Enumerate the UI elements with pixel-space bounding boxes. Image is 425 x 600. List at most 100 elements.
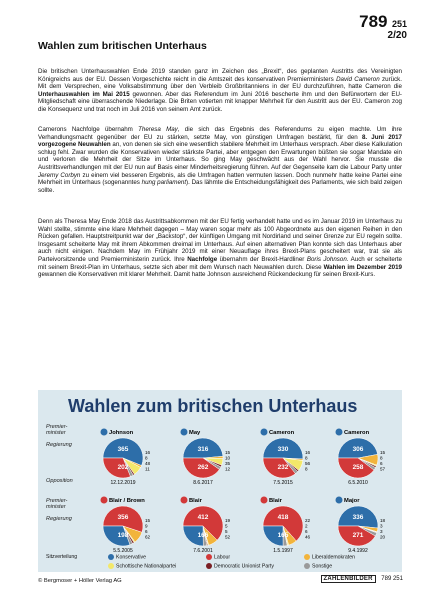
pie-4	[102, 505, 144, 547]
pie-0	[102, 437, 144, 479]
pie-slice	[182, 505, 224, 541]
pie-slice	[262, 505, 304, 542]
pie-slice	[182, 525, 204, 547]
pie-opp-value: 166	[198, 532, 209, 539]
legend-item: Schottische Nationalpartei	[108, 563, 176, 569]
legend-text: Konservative	[116, 554, 146, 561]
pie-small-value: 5	[225, 529, 228, 534]
sheet-number: 789	[359, 12, 388, 31]
brand-logo: ZAHLENBILDER	[320, 575, 376, 583]
pie-slice	[102, 457, 131, 479]
legend-text: Liberaldemokraten	[312, 554, 355, 561]
premier-portrait	[100, 428, 108, 436]
legend-swatch	[304, 554, 310, 560]
label-premier-bottom: Premier- minister	[46, 498, 68, 510]
pie-small-value: 22	[305, 518, 311, 523]
pie-gov-value: 316	[198, 446, 209, 453]
pie-opp-value: 202	[118, 464, 129, 471]
pie-small-value: 16	[305, 450, 311, 455]
pie-small-value: 6	[380, 461, 383, 466]
legend-item: Sonstige	[304, 563, 332, 569]
label-regierung-top: Regierung	[46, 442, 72, 448]
pie-gov-value: 356	[118, 514, 129, 521]
legend-text: Schottische Nationalpartei	[116, 563, 177, 570]
legend-text: Sonstige	[312, 563, 333, 570]
pie-gov-value: 330	[278, 446, 289, 453]
article-title: Wahlen zum britischen Unterhaus	[38, 40, 207, 52]
pie-slice	[262, 457, 296, 479]
pie-slice	[182, 457, 220, 479]
pie-small-value: 15	[380, 450, 386, 455]
page-number: 789 251 2/20	[359, 12, 407, 41]
pie-opp-value: 271	[353, 532, 364, 539]
pie-small-value: 3	[380, 529, 383, 534]
pie-small-value: 6	[305, 529, 308, 534]
pie-7	[337, 505, 379, 547]
legend-text: Democratic Unionist Party	[214, 563, 274, 570]
pie-small-value: 8	[305, 456, 308, 461]
pie-slice	[337, 437, 378, 459]
election-date: 8.6.2017	[193, 480, 213, 486]
legend-swatch	[108, 554, 114, 560]
pie-slice	[337, 505, 379, 529]
pie-small-value: 9	[145, 524, 148, 529]
premier-name: Cameron	[344, 430, 370, 436]
premier-name: Johnson	[109, 430, 134, 436]
pie-small-value: 57	[380, 467, 386, 472]
pie-charts: 365202168481112.12.2019Johnson3162621510…	[100, 428, 386, 554]
premier-name: Cameron	[269, 430, 295, 436]
premier-portrait	[180, 496, 188, 504]
pie-5	[182, 505, 224, 547]
pie-small-value: 15	[225, 450, 231, 455]
pie-small-value: 56	[305, 461, 311, 466]
legend-text: Labour	[214, 554, 231, 561]
election-date: 7.5.2015	[273, 480, 293, 486]
premier-portrait	[260, 428, 268, 436]
label-opposition-top: Opposition	[46, 478, 73, 484]
premier-name: Blair	[189, 498, 203, 504]
election-date: 12.12.2019	[110, 480, 135, 486]
election-infographic: Wahlen zum britischen Unterhaus Premier-…	[38, 390, 402, 572]
election-date: 9.4.1992	[348, 548, 368, 554]
pie-small-value: 6	[145, 529, 148, 534]
pie-small-value: 8	[380, 456, 383, 461]
legend-swatch	[206, 554, 212, 560]
premier-name: Blair	[269, 498, 283, 504]
premier-name: May	[189, 430, 201, 436]
pie-gov-value: 412	[198, 514, 209, 521]
pie-slice	[102, 505, 144, 533]
pie-slice	[102, 525, 131, 547]
legend-item: Konservative	[108, 554, 146, 560]
premier-portrait	[335, 428, 343, 436]
label-premier-top: Premier- minister	[46, 424, 68, 436]
legend-item: Democratic Unionist Party	[206, 563, 274, 569]
pie-small-value: 3	[380, 524, 383, 529]
label-regierung-bottom: Regierung	[46, 516, 72, 522]
legend-swatch	[304, 563, 310, 569]
election-date: 7.6.2001	[193, 548, 213, 554]
pie-slice	[337, 457, 375, 479]
premier-portrait	[180, 428, 188, 436]
pie-small-value: 18	[380, 518, 386, 523]
premier-portrait	[335, 496, 343, 504]
pie-slice	[262, 525, 284, 547]
sheet-number-small: 251	[391, 19, 407, 29]
pie-gov-value: 306	[353, 446, 364, 453]
election-date: 1.5.1997	[273, 548, 293, 554]
pie-slice	[262, 437, 304, 460]
pie-slice	[337, 525, 376, 547]
pie-small-value: 46	[305, 535, 311, 540]
article-paragraph-2: Camerons Nachfolge übernahm Theresa May,…	[38, 126, 402, 194]
pie-opp-value: 165	[278, 532, 289, 539]
pie-opp-value: 262	[198, 464, 209, 471]
pie-small-value: 10	[225, 456, 231, 461]
pie-opp-value: 198	[118, 532, 129, 539]
pie-small-value: 5	[225, 524, 228, 529]
pie-6	[262, 505, 304, 547]
legend-label: Sitzverteilung	[46, 554, 78, 560]
pie-slice	[182, 437, 224, 459]
premier-portrait	[100, 496, 108, 504]
pie-gov-value: 418	[278, 514, 289, 521]
premier-name: Major	[344, 498, 360, 504]
pie-small-value: 48	[145, 461, 151, 466]
